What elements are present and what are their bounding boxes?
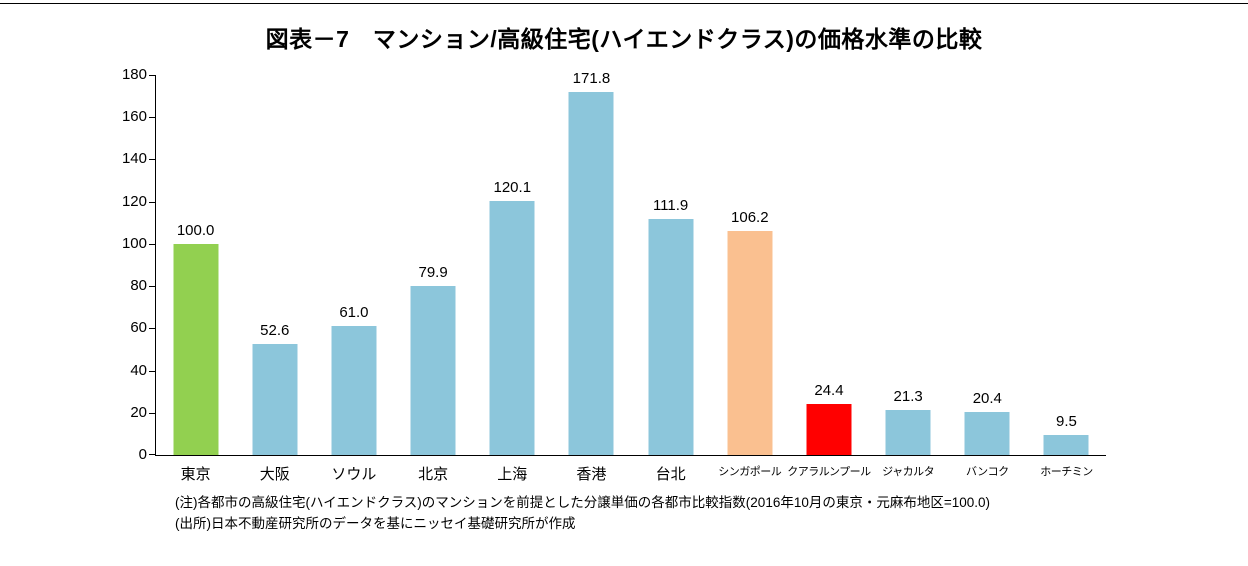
y-tick-mark xyxy=(149,159,156,161)
y-tick-mark xyxy=(149,370,156,372)
x-axis-label: ジャカルタ xyxy=(882,466,935,478)
bar-2 xyxy=(331,326,377,455)
bar-6 xyxy=(648,218,694,455)
x-axis-label: 北京 xyxy=(418,466,449,483)
bar-column: 171.8 香港 xyxy=(552,70,631,483)
bar-value-label: 21.3 xyxy=(893,388,923,406)
bar-value-label: 9.5 xyxy=(1056,412,1077,430)
bar-1 xyxy=(252,343,298,455)
x-axis-label: ホーチミン xyxy=(1040,466,1093,478)
bar-column: 20.4 バンコク xyxy=(948,75,1027,478)
bar-value-label: 120.1 xyxy=(493,179,532,197)
bar-0 xyxy=(173,243,219,455)
y-tick-mark xyxy=(149,117,156,119)
chart-title: 図表－7 マンション/高級住宅(ハイエンドクラス)の価格水準の比較 xyxy=(265,26,983,52)
bar-value-label: 52.6 xyxy=(260,321,290,339)
y-tick-mark xyxy=(149,201,156,203)
y-tick-mark xyxy=(149,454,156,455)
bar-column: 24.4 クアラルンプール xyxy=(787,75,871,479)
x-axis-label: クアラルンプール xyxy=(787,466,871,478)
bar-column: 79.9 北京 xyxy=(394,75,473,483)
y-tick-label: 100 xyxy=(121,234,147,252)
bar-5 xyxy=(568,92,614,455)
bar-column: 9.5 ホーチミン xyxy=(1027,75,1106,478)
y-tick-label: 20 xyxy=(130,403,147,421)
bar-value-label: 24.4 xyxy=(814,381,844,399)
x-axis-label: 大阪 xyxy=(259,466,290,483)
bar-8 xyxy=(806,403,852,455)
x-axis-label: バンコク xyxy=(966,466,1009,478)
bar-3 xyxy=(410,286,456,455)
bar-column: 111.9 台北 xyxy=(631,75,710,483)
x-axis-label: 香港 xyxy=(576,466,607,483)
y-tick-label: 160 xyxy=(121,108,147,126)
bar-value-label: 61.0 xyxy=(339,304,369,322)
bar-value-label: 106.2 xyxy=(731,208,769,226)
y-tick-mark xyxy=(149,328,156,330)
bar-chart: 100.0 東京 52.6 大阪 61.0 ソウル 79.9 北京 120.1 上海 171.8 香港… xyxy=(149,70,1106,483)
plot-area: 100.0 東京 52.6 大阪 61.0 ソウル 79.9 北京 120.1 上海 171.8 香港… xyxy=(156,70,1106,483)
y-tick-label: 0 xyxy=(138,446,147,463)
y-tick-mark xyxy=(149,412,156,414)
bar-7 xyxy=(727,230,773,455)
source-line: (出所)日本不動産研究所のデータを基にニッセイ基礎研究所が作成 xyxy=(175,516,576,531)
y-tick-label: 60 xyxy=(130,319,147,337)
bar-value-label: 20.4 xyxy=(972,389,1002,407)
bar-4 xyxy=(489,201,535,455)
bar-column: 106.2 シンガポール xyxy=(710,75,789,478)
y-tick-mark xyxy=(149,286,156,288)
y-tick-label: 40 xyxy=(130,361,147,379)
x-axis-label: シンガポール xyxy=(718,466,782,478)
y-tick-mark xyxy=(149,243,156,245)
bar-column: 61.0 ソウル xyxy=(314,75,393,483)
y-axis: 0 20 40 60 80 100 120 140 160 180 xyxy=(100,66,147,463)
bar-value-label: 171.8 xyxy=(572,70,611,88)
x-axis-label: 東京 xyxy=(180,466,211,483)
bar-column: 21.3 ジャカルタ xyxy=(869,75,948,478)
bar-column: 52.6 大阪 xyxy=(235,75,314,483)
y-tick-label: 180 xyxy=(121,66,147,83)
y-tick-mark xyxy=(149,75,156,76)
x-axis-label: 上海 xyxy=(497,466,528,483)
bar-9 xyxy=(885,410,931,455)
bar-value-label: 111.9 xyxy=(652,196,689,214)
bar-value-label: 79.9 xyxy=(418,264,448,282)
bar-column: 120.1 上海 xyxy=(473,75,552,483)
y-tick-label: 140 xyxy=(121,150,147,168)
y-tick-label: 120 xyxy=(121,192,147,210)
x-axis-label: 台北 xyxy=(655,466,686,483)
y-tick-label: 80 xyxy=(130,277,147,295)
footnotes: (注)各都市の高級住宅(ハイエンドクラス)のマンションを前提とした分譲単価の各都… xyxy=(175,492,990,534)
top-divider xyxy=(0,3,1248,4)
bar-column: 100.0 東京 xyxy=(156,75,235,483)
bar-11 xyxy=(1043,434,1089,455)
note-line: (注)各都市の高級住宅(ハイエンドクラス)のマンションを前提とした分譲単価の各都… xyxy=(175,495,991,510)
bar-value-label: 100.0 xyxy=(176,221,215,239)
x-axis-label: ソウル xyxy=(331,466,377,483)
bar-10 xyxy=(964,411,1010,455)
